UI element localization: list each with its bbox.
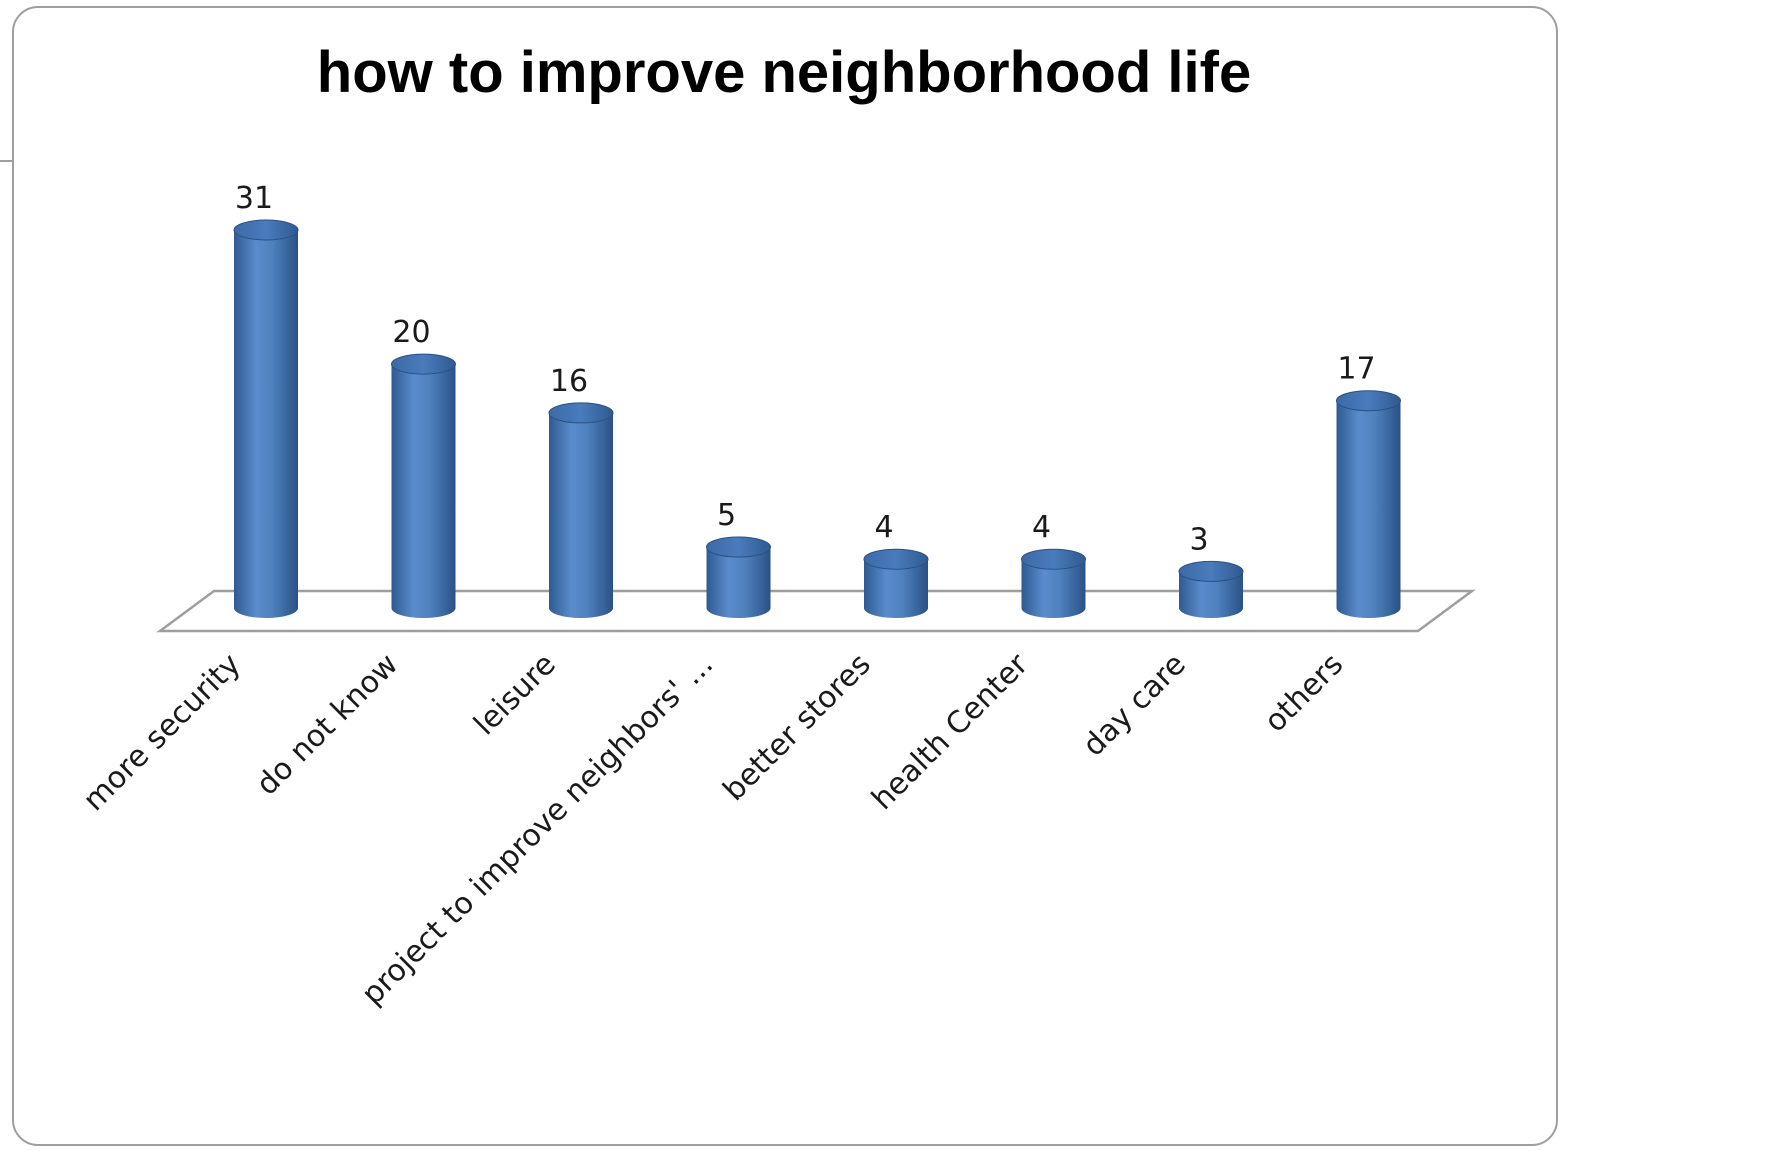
frame-edge-tick <box>0 160 14 162</box>
data-labels-layer: 31 20 16 5 4 4 3 17 <box>235 181 1376 557</box>
bars-layer <box>233 219 1401 618</box>
tick-label-health-center: health Center <box>865 646 1036 817</box>
data-label-more-security: 31 <box>235 181 273 216</box>
bar-body-health-center <box>1021 559 1086 618</box>
bar-day-care <box>1178 560 1244 618</box>
tick-label-day-care: day care <box>1076 647 1192 763</box>
tick-label-project-to-improve-neighbors: project to improve neighbors' ... <box>355 647 720 1012</box>
data-label-leisure: 16 <box>550 364 588 399</box>
bar-cap-health-center <box>1021 548 1086 570</box>
bar-cap-day-care <box>1178 560 1244 582</box>
bar-better-stores <box>863 548 929 618</box>
data-label-health-center: 4 <box>1032 510 1051 545</box>
data-label-others: 17 <box>1337 352 1375 387</box>
bar-cap-others <box>1336 390 1401 412</box>
chart-title: how to improve neighborhood life <box>317 40 1251 105</box>
bar-do-not-know <box>391 353 456 618</box>
bar-cap-project-to-improve-neighbors <box>706 536 771 558</box>
data-label-do-not-know: 20 <box>392 315 430 350</box>
bar-body-do-not-know <box>391 364 456 618</box>
tick-label-leisure: leisure <box>467 647 562 742</box>
bar-project-to-improve-neighbors <box>706 536 771 618</box>
bar-body-more-security <box>234 230 298 618</box>
tick-label-better-stores: better stores <box>717 647 878 808</box>
bar-body-others <box>1336 400 1401 618</box>
bar-more-security <box>233 219 299 618</box>
data-label-better-stores: 4 <box>874 510 893 545</box>
bar-body-leisure <box>549 412 613 618</box>
tick-label-more-security: more security <box>77 647 248 818</box>
bar-body-project-to-improve-neighbors <box>706 547 771 618</box>
bar-cap-leisure <box>548 402 614 424</box>
bar-cap-better-stores <box>863 548 929 570</box>
bar-body-day-care <box>1179 571 1243 618</box>
tick-label-do-not-know: do not know <box>250 647 405 802</box>
data-label-project-to-improve-neighbors: 5 <box>717 498 736 533</box>
bar-cap-more-security <box>233 219 299 241</box>
bar-health-center <box>1021 548 1086 618</box>
bar-others <box>1336 390 1401 618</box>
tick-label-others: others <box>1258 647 1350 739</box>
chart-floor <box>156 589 1476 633</box>
bar-leisure <box>548 402 614 618</box>
bar-body-better-stores <box>864 559 928 618</box>
data-label-day-care: 3 <box>1189 522 1208 557</box>
bar-cap-do-not-know <box>391 353 456 375</box>
